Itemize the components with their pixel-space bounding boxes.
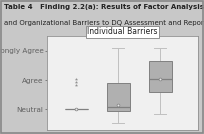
Text: Individual Barriers: Individual Barriers bbox=[87, 27, 158, 36]
Bar bbox=[149, 61, 172, 92]
Bar bbox=[107, 83, 130, 111]
Text: Table 4   Finding 2.2(a): Results of Factor Analysis From An-: Table 4 Finding 2.2(a): Results of Facto… bbox=[4, 4, 204, 10]
Text: and Organizational Barriers to DQ Assessment and Reportir: and Organizational Barriers to DQ Assess… bbox=[4, 20, 204, 26]
